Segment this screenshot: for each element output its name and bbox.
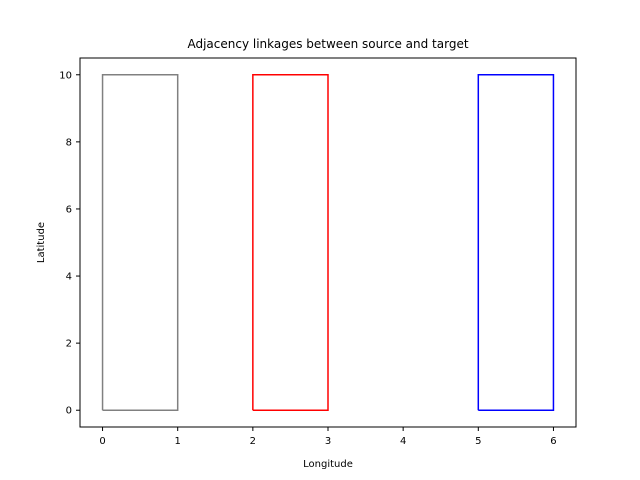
x-tick-label: 2 bbox=[250, 436, 256, 447]
axes-frame bbox=[79, 57, 577, 428]
x-tick-label: 4 bbox=[400, 436, 406, 447]
x-axis-label: Longitude bbox=[303, 459, 353, 470]
y-tick-label: 4 bbox=[66, 272, 72, 283]
y-tick-label: 10 bbox=[59, 70, 72, 81]
y-tick-label: 8 bbox=[66, 137, 72, 148]
x-tick-label: 6 bbox=[550, 436, 556, 447]
polygon-outline-1 bbox=[101, 74, 179, 411]
x-tick-label: 0 bbox=[99, 436, 105, 447]
polygon-outline-3 bbox=[477, 74, 555, 411]
y-axis-label: Latitude bbox=[36, 222, 47, 263]
x-tick-label: 1 bbox=[175, 436, 181, 447]
x-tick-label: 3 bbox=[325, 436, 331, 447]
polygon-outline-2 bbox=[252, 74, 329, 411]
x-tick-label: 5 bbox=[475, 436, 481, 447]
axis-ticks: 0 1 2 3 4 5 6 0 2 4 6 8 10 bbox=[59, 70, 556, 447]
y-tick-label: 2 bbox=[66, 339, 72, 350]
y-tick-label: 0 bbox=[66, 406, 72, 417]
y-tick-label: 6 bbox=[66, 204, 72, 215]
plot-area bbox=[101, 74, 555, 411]
chart-title: Adjacency linkages between source and ta… bbox=[187, 37, 468, 51]
